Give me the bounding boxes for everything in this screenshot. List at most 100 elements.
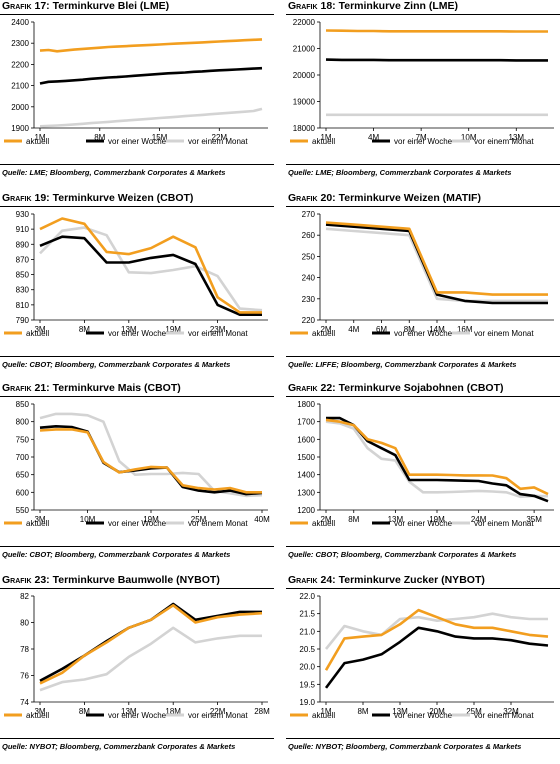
legend-label-week: vor einer Woche [394, 137, 453, 146]
legend-label-week: vor einer Woche [108, 519, 167, 528]
chart-svg: 1900 2000 2100 2200 2300 2400 1M 8M 15M 22M aktuel… [4, 18, 268, 146]
x-tick-label: 8M [357, 707, 368, 716]
x-tick-label: 28M [254, 707, 270, 716]
chart-svg: 790 810 830 850 870 890 910 930 3M 8M 13M 19M 23M akt… [4, 210, 268, 338]
legend-label-month: vor einem Monat [474, 519, 534, 528]
y-tick-label: 930 [16, 210, 30, 219]
y-tick-label: 19000 [293, 98, 316, 107]
y-tick-label: 230 [302, 295, 316, 304]
legend-label-week: vor einer Woche [108, 711, 167, 720]
legend-label-week: vor einer Woche [394, 711, 453, 720]
legend-label-week: vor einer Woche [108, 329, 167, 338]
y-tick-label: 82 [20, 592, 29, 601]
chart-title-number: 19: [34, 192, 50, 204]
legend-label-month: vor einem Monat [474, 137, 534, 146]
y-tick-label: 240 [302, 274, 316, 283]
x-tick-label: 10M [80, 515, 96, 524]
x-tick-label: 15M [152, 133, 168, 142]
x-tick-label: 25M [466, 707, 482, 716]
series-line-week [39, 424, 263, 496]
chart-title-text: Terminkurve Baumwolle (NYBOT) [52, 574, 220, 586]
x-tick-label: 13M [392, 707, 408, 716]
x-tick-label: 19M [165, 325, 181, 334]
series-line-month [39, 226, 263, 312]
legend-label-aktuell: aktuell [312, 137, 335, 146]
chart-svg: 74 76 78 80 82 3M 8M 13M 18M 22M 28M aktuell vor ein… [4, 592, 270, 720]
source-note: Quelle: CBOT; Bloomberg, Commerzbank Cor… [2, 550, 231, 559]
y-tick-label: 22000 [293, 18, 316, 27]
chart-panel: Grafik 23: Terminkurve Baumwolle (NYBOT)… [0, 574, 274, 760]
legend-label-aktuell: aktuell [26, 519, 49, 528]
y-tick-label: 78 [20, 645, 29, 654]
x-tick-label: 8M [94, 133, 105, 142]
x-tick-label: 13M [121, 707, 137, 716]
series-line-month [39, 107, 263, 128]
y-tick-label: 1700 [297, 418, 315, 427]
title-rule [0, 396, 274, 397]
y-tick-label: 850 [16, 400, 30, 409]
y-tick-label: 21.0 [299, 627, 315, 636]
series-line-month [324, 612, 548, 650]
y-tick-label: 2100 [11, 82, 29, 91]
source-note: Quelle: CBOT; Bloomberg, Commerzbank Cor… [2, 360, 231, 369]
x-tick-label: 8M [79, 707, 90, 716]
x-tick-label: 8M [348, 515, 359, 524]
chart-title-number: 17: [34, 0, 50, 12]
y-tick-label: 74 [20, 698, 29, 707]
chart-title: Grafik 23: Terminkurve Baumwolle (NYBOT) [2, 574, 220, 586]
chart-title: Grafik 21: Terminkurve Mais (CBOT) [2, 382, 181, 394]
series-line-month [325, 227, 548, 303]
x-tick-label: 35M [526, 515, 542, 524]
legend-label-month: vor einem Monat [474, 711, 534, 720]
y-tick-label: 20000 [293, 71, 316, 80]
series-line-aktuell [39, 217, 262, 314]
chart-title: Grafik 18: Terminkurve Zinn (LME) [288, 0, 458, 12]
chart-panel: Grafik 21: Terminkurve Mais (CBOT) 550 600… [0, 382, 274, 568]
series-line-aktuell [324, 608, 549, 671]
y-tick-label: 870 [16, 255, 30, 264]
legend-label-aktuell: aktuell [26, 329, 49, 338]
chart-title-prefix: Grafik [2, 0, 32, 12]
y-tick-label: 750 [16, 435, 30, 444]
x-tick-label: 1M [320, 707, 331, 716]
x-tick-label: 2M [320, 325, 331, 334]
chart-title-text: Terminkurve Weizen (MATIF) [338, 192, 481, 204]
source-note: Quelle: LME; Bloomberg, Commerzbank Corp… [2, 168, 226, 177]
y-tick-label: 2400 [11, 18, 29, 27]
y-tick-label: 1900 [11, 124, 29, 133]
legend-label-aktuell: aktuell [26, 137, 49, 146]
legend-label-month: vor einem Monat [188, 711, 248, 720]
chart-title-prefix: Grafik [288, 574, 318, 586]
legend-label-week: vor einer Woche [394, 329, 453, 338]
chart-panel: Grafik 20: Terminkurve Weizen (MATIF) 220… [286, 192, 560, 378]
chart-title: Grafik 24: Terminkurve Zucker (NYBOT) [288, 574, 485, 586]
legend-label-month: vor einem Monat [188, 519, 248, 528]
legend-label-week: vor einer Woche [108, 137, 167, 146]
x-tick-label: 3M [34, 515, 45, 524]
y-tick-label: 910 [16, 225, 30, 234]
chart-svg: 550 600 650 700 750 800 850 3M 10M 19M 25M 40M aktue… [4, 400, 270, 528]
y-tick-label: 22.0 [299, 592, 315, 601]
y-tick-label: 19.5 [299, 680, 315, 689]
x-tick-label: 3M [34, 707, 45, 716]
x-tick-label: 4M [368, 133, 379, 142]
y-tick-label: 21000 [293, 45, 316, 54]
legend-label-month: vor einem Monat [188, 329, 248, 338]
x-tick-label: 23M [210, 325, 226, 334]
y-tick-label: 600 [16, 488, 30, 497]
chart-title-prefix: Grafik [288, 382, 318, 394]
x-tick-label: 13M [509, 133, 525, 142]
x-tick-label: 25M [191, 515, 207, 524]
y-tick-label: 650 [16, 471, 30, 480]
source-rule [286, 164, 560, 165]
chart-title: Grafik 17: Terminkurve Blei (LME) [2, 0, 169, 12]
x-tick-label: 1M [320, 133, 331, 142]
legend-label-week: vor einer Woche [394, 519, 453, 528]
y-tick-label: 20.5 [299, 645, 315, 654]
source-note: Quelle: CBOT; Bloomberg, Commerzbank Cor… [288, 550, 517, 559]
chart-title-number: 23: [34, 574, 50, 586]
source-note: Quelle: NYBOT; Bloomberg, Commerzbank Co… [2, 742, 236, 751]
x-tick-label: 4M [348, 325, 359, 334]
source-rule [0, 356, 274, 357]
title-rule [286, 588, 560, 589]
